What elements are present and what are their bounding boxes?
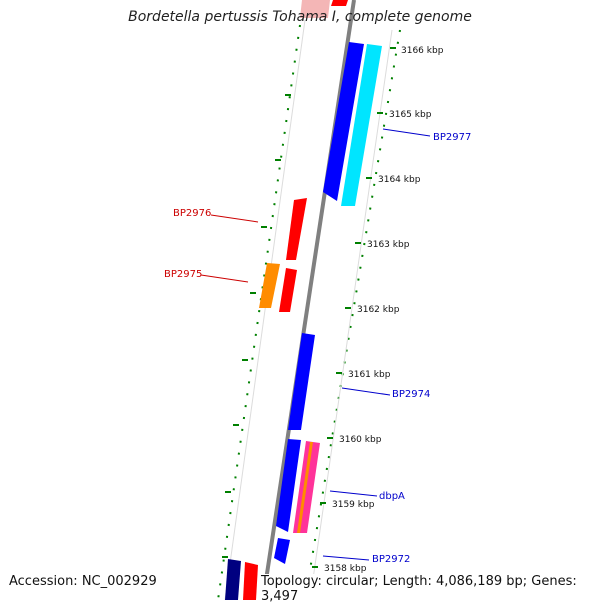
scale-label-3164: 3164 kbp (378, 175, 421, 185)
gene-top-faded (300, 0, 330, 18)
leader-line-dbpa (329, 490, 378, 497)
leader-line-bp2974 (341, 387, 391, 396)
scale-label-3166: 3166 kbp (401, 46, 444, 56)
scale-label-3159: 3159 kbp (332, 500, 375, 510)
gene-label-bp2974: BP2974 (392, 389, 430, 400)
genome-backbone (261, 0, 356, 600)
scale-label-3162: 3162 kbp (357, 305, 400, 315)
gene-bp2976 (286, 198, 307, 260)
scale-ticks: 3166 kbp 3165 kbp 3164 kbp 3163 kbp 3162… (222, 46, 444, 574)
gene-bp2972 (274, 538, 290, 564)
gene-labels: BP2977 BP2976 BP2975 BP2974 dbpA BP2972 (164, 128, 471, 565)
track-border-right (309, 29, 393, 600)
scale-label-3160: 3160 kbp (339, 435, 382, 445)
left-guide-line (217, 24, 301, 600)
gene-bottom-red (243, 562, 258, 600)
gene-label-bp2972: BP2972 (372, 554, 410, 565)
map-title: Bordetella pertussis Tohama I, complete … (128, 9, 472, 25)
leader-line-bp2976 (210, 214, 259, 223)
gene-bp2977-cyan (341, 44, 382, 206)
topology-text: Topology: circular; Length: 4,086,189 bp… (261, 574, 600, 604)
gene-bp2975-red (279, 268, 297, 312)
gene-features (225, 0, 382, 600)
gene-dbpa-blue (276, 439, 301, 532)
leader-line-bp2977 (382, 128, 431, 137)
track-border-left (224, 19, 306, 600)
gene-dbpa-orange-stripe (297, 442, 313, 533)
leader-line-bp2975 (200, 274, 249, 283)
gene-top-red (331, 0, 348, 6)
scale-label-3163: 3163 kbp (367, 240, 410, 250)
scale-label-3161: 3161 kbp (348, 370, 391, 380)
gene-label-dbpa: dbpA (379, 491, 405, 502)
scale-label-3158: 3158 kbp (324, 564, 367, 574)
gene-bp2977-blue (323, 42, 364, 201)
right-guide-line (304, 29, 401, 600)
gene-bp2974 (288, 333, 315, 430)
accession-text: Accession: NC_002929 (9, 574, 157, 589)
gene-label-bp2975: BP2975 (164, 269, 202, 280)
gene-label-bp2976: BP2976 (173, 208, 211, 219)
gene-label-bp2977: BP2977 (433, 132, 471, 143)
gene-bp2975-orange (259, 263, 280, 308)
gene-bottom-navy (225, 559, 241, 600)
leader-line-bp2972 (322, 555, 370, 561)
scale-label-3165: 3165 kbp (389, 110, 432, 120)
